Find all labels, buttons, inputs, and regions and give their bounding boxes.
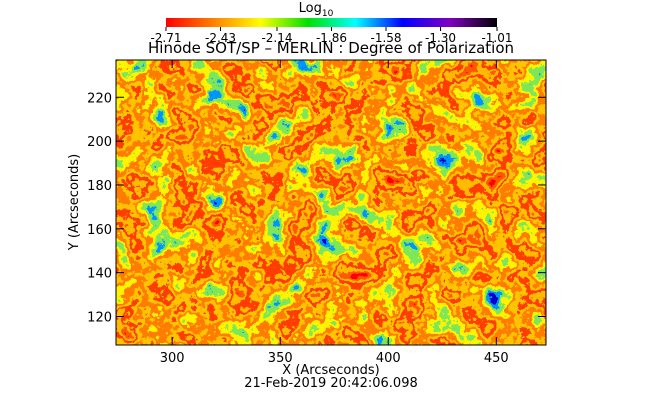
colorbar-tick-label: -2.71 — [150, 31, 181, 45]
x-tick-label: 350 — [268, 351, 293, 366]
colorbar-title-sub: 10 — [322, 9, 334, 19]
y-tick-label: 120 — [87, 311, 112, 326]
y-tick-label: 160 — [87, 223, 112, 238]
chart-title: Hinode SOT/SP – MERLIN : Degree of Polar… — [148, 39, 514, 57]
plot-frame — [115, 59, 547, 346]
y-tick-label: 200 — [87, 135, 112, 150]
colorbar-title-main: Log — [299, 1, 322, 16]
x-tick-label: 300 — [160, 351, 185, 366]
y-axis-label: Y (Arcseconds) — [67, 154, 82, 251]
x-axis-label: X (Arcseconds) — [282, 363, 379, 378]
colorbar-title: Log10 — [299, 1, 334, 19]
colorbar-tick-label: -1.30 — [425, 31, 456, 45]
colorbar-tick-label: -1.58 — [370, 31, 401, 45]
y-tick-label: 140 — [87, 267, 112, 282]
x-tick-label: 450 — [484, 351, 509, 366]
x-tick-label: 400 — [376, 351, 401, 366]
colorbar-tick-label: -2.14 — [261, 31, 292, 45]
colorbar-tick-label: -1.01 — [481, 31, 512, 45]
polarization-map — [116, 60, 546, 345]
colorbar — [166, 18, 497, 27]
colorbar-tick-label: -2.43 — [205, 31, 236, 45]
y-tick-label: 220 — [87, 91, 112, 106]
y-tick-label: 180 — [87, 179, 112, 194]
colorbar-tick-label: -1.86 — [316, 31, 347, 45]
footer: 21-Feb-2019 20:42:06.098 — [244, 376, 418, 391]
